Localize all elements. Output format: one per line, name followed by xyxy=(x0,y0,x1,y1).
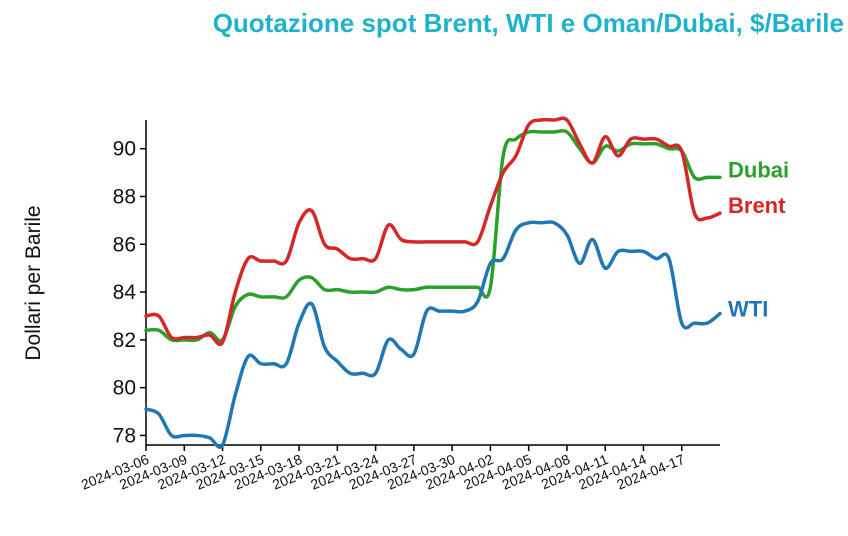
y-tick-label: 86 xyxy=(113,233,136,256)
chart-title: Quotazione spot Brent, WTI e Oman/Dubai,… xyxy=(212,8,844,38)
series-line-wti xyxy=(144,220,722,449)
y-tick-label: 80 xyxy=(113,377,136,400)
series-line-brent xyxy=(144,116,722,347)
y-tick-label: 84 xyxy=(113,281,137,304)
y-tick-label: 78 xyxy=(113,424,136,447)
series-label-wti: WTI xyxy=(728,297,768,322)
series-lines xyxy=(144,116,722,449)
y-tick-label: 82 xyxy=(113,329,136,352)
y-tick-label: 90 xyxy=(113,138,136,161)
y-axis-label: Dollari per Barile xyxy=(22,205,45,360)
series-labels: Dubai Brent WTI xyxy=(728,157,789,321)
series-label-brent: Brent xyxy=(728,193,786,218)
series-label-dubai: Dubai xyxy=(728,157,789,182)
y-tick-label: 88 xyxy=(113,185,136,208)
